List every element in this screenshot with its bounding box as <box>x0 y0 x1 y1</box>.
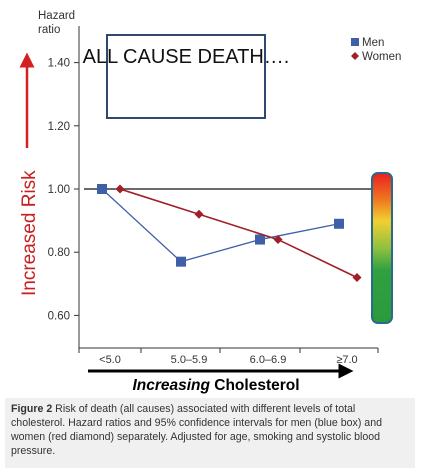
series-line-women <box>119 188 358 279</box>
legend-men-label: Men <box>362 37 384 49</box>
legend-women-label: Women <box>362 51 401 63</box>
data-point-women <box>352 272 362 282</box>
x-tick-label: 6.0–6.9 <box>250 354 287 366</box>
caption-label: Figure 2 <box>11 403 53 415</box>
data-point-women <box>194 209 204 219</box>
legend: Men Women <box>351 37 401 63</box>
data-point-men <box>255 234 265 245</box>
data-point-women <box>115 184 125 194</box>
x-tick-label: <5.0 <box>99 354 121 366</box>
series-line-men <box>101 188 340 263</box>
x-tick-label: 5.0–5.9 <box>171 354 208 366</box>
y-axis-label-line1: Hazard <box>38 10 75 22</box>
y-tick-label: 1.40 <box>48 58 70 70</box>
title-box <box>106 34 266 119</box>
data-point-men <box>176 256 186 267</box>
figure-caption: Figure 2 Risk of death (all causes) asso… <box>5 398 415 468</box>
increased-risk-label: Increased Risk <box>19 170 40 296</box>
x-tick-label: ≥7.0 <box>336 354 357 366</box>
risk-gradient-bar <box>371 172 393 324</box>
y-tick-label: 1.00 <box>48 184 70 196</box>
title-box-text: ALL CAUSE DEATH…. <box>83 46 290 68</box>
y-tick-label: 1.20 <box>48 121 70 133</box>
data-point-men <box>97 184 107 194</box>
increasing-cholesterol-label: Increasing Cholesterol <box>132 377 299 394</box>
increasing-word: Increasing <box>132 377 210 394</box>
legend-women-marker <box>351 52 359 60</box>
y-tick-label: 0.60 <box>48 310 70 322</box>
y-axis-label-line2: ratio <box>38 24 60 36</box>
cholesterol-word: Cholesterol <box>210 377 300 394</box>
data-point-women <box>273 235 283 245</box>
data-point-men <box>334 218 344 229</box>
legend-men-marker <box>351 38 359 46</box>
caption-text: Risk of death (all causes) associated wi… <box>11 403 382 457</box>
y-tick-label: 0.80 <box>48 247 70 259</box>
